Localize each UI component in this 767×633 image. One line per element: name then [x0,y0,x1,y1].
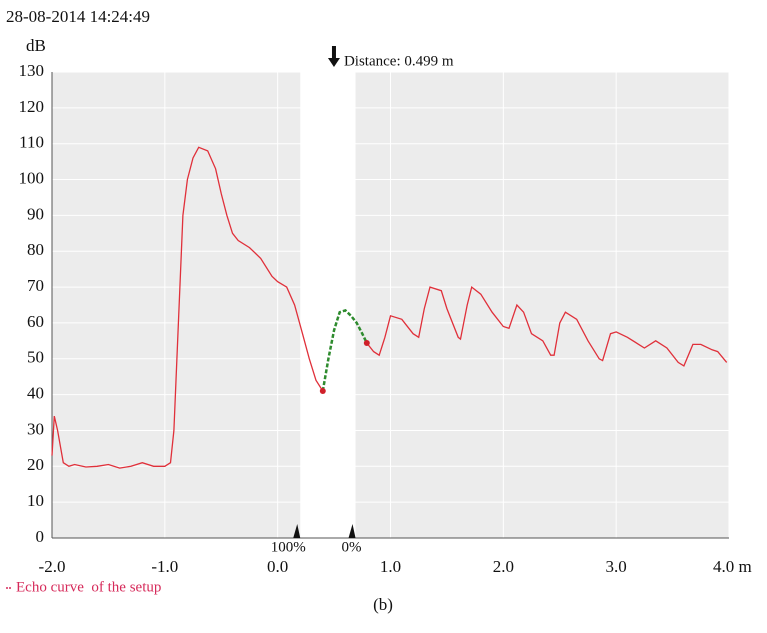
y-tick-label: 60 [27,312,44,331]
x-tick-label: 2.0 [493,557,514,576]
y-tick-label: 100 [19,168,45,187]
x-tick-label: 4.0 m [713,557,752,576]
band-label: 100% [271,539,306,555]
end-point [319,388,326,395]
y-tick-label: 120 [19,97,45,116]
band-label: 0% [342,539,362,555]
distance-label: Distance: 0.499 m [344,53,454,69]
y-tick-label: 0 [36,527,45,546]
y-tick-label: 90 [27,204,44,223]
y-tick-label: 110 [19,133,44,152]
band-marker [293,524,301,538]
y-tick-label: 30 [27,419,44,438]
y-tick-label: 20 [27,455,44,474]
y-axis-label: dB [26,36,46,55]
band-marker [348,524,356,538]
y-tick-label: 70 [27,276,44,295]
distance-arrow [327,46,340,67]
window-band [300,72,356,538]
y-tick-label: 40 [27,384,44,403]
legend-label: Echo curve of the setup [16,579,161,595]
x-tick-label: 1.0 [380,557,401,576]
y-tick-label: 80 [27,240,44,259]
x-tick-label: -1.0 [151,557,178,576]
x-tick-label: -2.0 [39,557,66,576]
y-tick-label: 130 [19,61,45,80]
end-point [363,339,370,346]
x-tick-label: 0.0 [267,557,288,576]
echo-curve [321,308,368,392]
y-tick-label: 50 [27,348,44,367]
y-tick-label: 10 [27,491,44,510]
x-tick-label: 3.0 [606,557,627,576]
caption: (b) [373,595,393,614]
timestamp: 28-08-2014 14:24:49 [6,7,150,26]
echo-curve [51,146,728,469]
